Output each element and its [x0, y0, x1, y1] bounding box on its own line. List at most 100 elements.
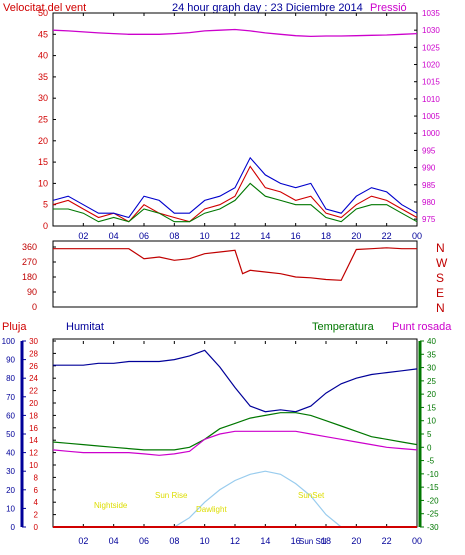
- y-right-tick-label: 985: [422, 181, 436, 190]
- temperature-humidity-chart: 0102030405060708090100024681012141618202…: [2, 337, 439, 546]
- y-right-tick-label: 1015: [422, 78, 440, 87]
- x-tick-label: 06: [139, 231, 149, 241]
- series-line-mitjana: [53, 182, 418, 223]
- y-temp-tick-label: -30: [427, 523, 439, 532]
- pressure-label: Pressió: [370, 2, 407, 14]
- y-right-tick-label: 975: [422, 215, 436, 224]
- y-humidity-tick-label: 50: [6, 430, 15, 439]
- x-tick-label: 00: [412, 231, 422, 241]
- x-tick-label: 04: [109, 536, 119, 546]
- y-rain-tick-label: 12: [29, 449, 38, 458]
- y-humidity-tick-label: 40: [6, 449, 15, 458]
- y-left-tick-label: 20: [38, 136, 48, 146]
- x-tick-label: 18: [321, 231, 331, 241]
- y-humidity-tick-label: 100: [2, 337, 16, 346]
- y-right-tick-label: 1035: [422, 9, 440, 18]
- y-tick-label: 270: [22, 257, 37, 267]
- y-humidity-tick-label: 10: [6, 504, 15, 513]
- series-line-humitat: [53, 349, 418, 413]
- wind-direction-chart: 0 90 180 270 360: [22, 242, 417, 312]
- x-tick-label: 00: [412, 536, 422, 546]
- y-right-tick-label: 980: [422, 198, 436, 207]
- x-tick-label: 22: [382, 536, 392, 546]
- y-tick-label: 180: [22, 272, 37, 282]
- x-tick-label: 06: [139, 536, 149, 546]
- y-rain-tick-label: 2: [34, 511, 39, 520]
- rain-label: Pluja: [2, 321, 27, 333]
- x-tick-label: 16: [291, 536, 301, 546]
- y-left-tick-label: 10: [38, 178, 48, 188]
- humidity-label: Humitat: [66, 321, 104, 333]
- compass-n-top: N: [436, 241, 445, 255]
- y-temp-tick-label: 15: [427, 403, 436, 412]
- y-tick-label: 360: [22, 242, 37, 252]
- y-left-tick-label: 40: [38, 51, 48, 61]
- x-tick-label: 12: [230, 231, 240, 241]
- y-humidity-tick-label: 90: [6, 356, 15, 365]
- y-rain-tick-label: 20: [29, 399, 38, 408]
- x-tick-label: 14: [260, 231, 270, 241]
- chart-title: 24 hour graph day : 23 Diciembre 2014: [172, 2, 363, 14]
- sun-label-sunset: SunSet: [298, 491, 325, 500]
- y-right-tick-label: 1000: [422, 129, 440, 138]
- compass-s: S: [436, 271, 444, 285]
- x-tick-label: 20: [351, 231, 361, 241]
- y-right-tick-label: 1020: [422, 61, 440, 70]
- dewpoint-label: Punt rosada: [392, 321, 452, 333]
- series-line-punt-rosada: [52, 430, 418, 456]
- y-humidity-tick-label: 0: [11, 523, 16, 532]
- sun-label-sunrise: Sun Rise: [155, 491, 188, 500]
- y-right-tick-label: 1010: [422, 95, 440, 104]
- y-tick-label: 0: [32, 302, 37, 312]
- y-right-tick-label: 1005: [422, 112, 440, 121]
- y-humidity-tick-label: 30: [6, 467, 15, 476]
- wind-pressure-chart: 0510152025303540455097598098599099510001…: [38, 8, 440, 241]
- y-rain-tick-label: 22: [29, 387, 38, 396]
- y-left-tick-label: 30: [38, 93, 48, 103]
- y-rain-tick-label: 8: [34, 473, 39, 482]
- series-line-ratxa: [52, 156, 418, 219]
- sun-label-nightside: Nightside: [94, 501, 128, 510]
- y-temp-tick-label: 40: [427, 337, 436, 346]
- x-tick-label: 02: [78, 536, 88, 546]
- wind-speed-label: Velocitat del vent: [3, 2, 86, 14]
- y-rain-tick-label: 30: [29, 337, 38, 346]
- x-tick-label: 14: [260, 536, 270, 546]
- y-left-tick-label: 25: [38, 115, 48, 125]
- y-temp-tick-label: 25: [427, 377, 436, 386]
- y-rain-tick-label: 16: [29, 424, 38, 433]
- y-left-tick-label: 15: [38, 157, 48, 167]
- y-rain-tick-label: 18: [29, 411, 38, 420]
- y-right-tick-label: 1025: [422, 43, 440, 52]
- series-line-sol: [53, 470, 417, 528]
- y-humidity-tick-label: 80: [6, 374, 15, 383]
- direction-panel-frame: [52, 240, 418, 308]
- x-tick-label: 02: [78, 231, 88, 241]
- y-left-tick-label: 45: [38, 29, 48, 39]
- y-right-tick-label: 1030: [422, 26, 440, 35]
- x-tick-label: 10: [200, 231, 210, 241]
- y-rain-tick-label: 26: [29, 362, 38, 371]
- y-temp-tick-label: -25: [427, 510, 439, 519]
- y-rain-tick-label: 4: [34, 498, 39, 507]
- sun-label-sunstill: Sun Stil: [299, 537, 327, 546]
- y-temp-tick-label: -15: [427, 483, 439, 492]
- x-tick-label: 04: [109, 231, 119, 241]
- y-rain-tick-label: 6: [34, 486, 39, 495]
- y-temp-tick-label: -5: [427, 457, 435, 466]
- y-rain-tick-label: 0: [34, 523, 39, 532]
- compass-e: E: [436, 286, 444, 300]
- y-right-tick-label: 995: [422, 146, 436, 155]
- x-tick-label: 20: [351, 536, 361, 546]
- y-left-tick-label: 35: [38, 72, 48, 82]
- y-tick-label: 90: [27, 287, 37, 297]
- y-humidity-tick-label: 70: [6, 393, 15, 402]
- y-temp-tick-label: 20: [427, 390, 436, 399]
- series-line-temperatura: [52, 412, 418, 451]
- x-tick-label: 08: [169, 231, 179, 241]
- x-tick-label: 08: [169, 536, 179, 546]
- y-humidity-tick-label: 20: [6, 486, 15, 495]
- y-rain-tick-label: 28: [29, 349, 38, 358]
- y-left-tick-label: 5: [43, 200, 48, 210]
- y-rain-tick-label: 24: [29, 374, 38, 383]
